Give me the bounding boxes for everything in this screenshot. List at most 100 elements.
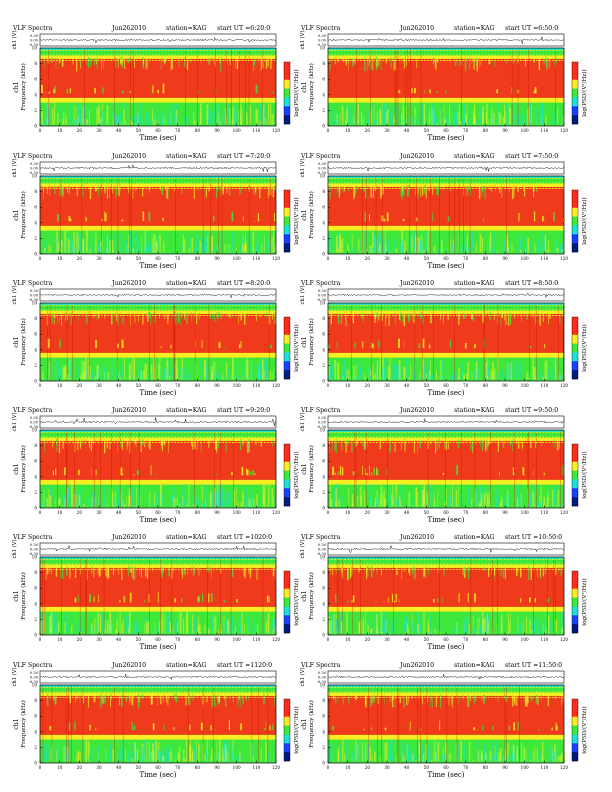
spectrogram-texture: [428, 744, 430, 762]
spectrogram-texture: [538, 243, 540, 253]
spectrogram-yellow-band: [40, 479, 276, 485]
spectrogram-texture: [154, 235, 156, 253]
spectrogram-texture: [239, 613, 241, 634]
spectrogram-streak: [480, 439, 481, 448]
spectrogram-streak: [227, 59, 228, 65]
spectrogram-streak: [115, 57, 117, 68]
spectrogram-streak: [543, 58, 545, 64]
spectrogram-texture: [135, 620, 138, 634]
spectrogram-texture: [104, 630, 106, 634]
spectrogram-yellow-band: [328, 97, 564, 103]
x-tick-label: 80: [195, 510, 201, 515]
spectrogram-texture: [487, 498, 489, 507]
spectrogram-texture: [347, 370, 350, 380]
spectrogram-spike: [386, 212, 389, 222]
panel-station: station=KAG: [166, 662, 207, 669]
x-tick-label: 60: [155, 765, 161, 770]
spectrogram-streak: [117, 57, 119, 68]
spectrogram-spike: [272, 92, 274, 94]
spectrogram-texture: [479, 484, 481, 507]
spectrogram-spike: [499, 472, 500, 476]
spectrogram-streak: [96, 314, 98, 321]
spectrogram-event-line: [506, 686, 507, 763]
spectrogram-texture: [211, 236, 213, 253]
spectrogram-texture: [445, 116, 448, 125]
spectrogram-texture: [556, 740, 558, 762]
spectrogram-texture: [520, 742, 522, 762]
spectrogram-texture: [271, 236, 273, 253]
spectrogram-event-line: [422, 304, 423, 381]
spectrogram-red-band: [328, 186, 564, 226]
spectrogram-texture: [150, 364, 153, 380]
spectrogram-texture: [376, 235, 379, 253]
spectrogram-texture: [144, 230, 146, 253]
spectrogram-streak: [117, 438, 118, 453]
x-tick-label: 50: [424, 256, 430, 261]
spectrogram-streak: [211, 568, 212, 580]
spectrogram-texture: [172, 494, 174, 507]
spectrogram-streak: [362, 313, 364, 322]
x-tick-label: 90: [214, 637, 220, 642]
spectrogram-texture: [367, 740, 369, 762]
spectrogram-texture: [240, 756, 242, 762]
spectrogram-streak: [97, 568, 99, 575]
spectrogram-spike: [136, 470, 139, 476]
spectrogram-texture: [421, 743, 423, 762]
spectrogram-texture: [274, 497, 276, 507]
spectrogram-event-line: [536, 431, 537, 508]
spectrogram-streak: [194, 568, 196, 574]
spectrogram-spike: [398, 338, 400, 349]
spectrogram-texture: [497, 626, 499, 634]
spectrogram-texture: [41, 502, 43, 507]
spectrogram-texture: [144, 248, 146, 253]
spectrogram-event-line: [248, 49, 250, 126]
spectrogram-streak: [61, 312, 63, 326]
spectrogram-streak: [494, 59, 496, 68]
x-tick-label: 120: [560, 510, 568, 515]
spectrogram-event-line: [131, 177, 132, 254]
spectrogram-texture: [363, 616, 365, 634]
spectrogram-streak: [151, 695, 153, 705]
colorbar-segment: [572, 488, 578, 498]
spectrogram-streak: [129, 695, 130, 705]
spectrogram-texture: [181, 116, 182, 125]
spectrogram-texture: [330, 619, 333, 634]
spectrogram-spike: [41, 84, 43, 94]
x-tick-label: 90: [214, 256, 220, 261]
panel-5-1: VLF Spectra Jun262010 station=KAG start UT …: [299, 662, 588, 779]
ch1-tick-label: 0.30: [30, 416, 39, 420]
spectrogram-texture: [445, 377, 447, 380]
spectrogram-streak: [538, 58, 541, 70]
x-tick-label: 70: [463, 128, 469, 133]
spectrogram-texture: [48, 243, 49, 253]
colorbar-segment: [284, 361, 290, 371]
spectrogram-texture: [453, 496, 455, 507]
spectrogram-event-line: [483, 304, 485, 381]
spectrogram-streak: [512, 59, 515, 64]
spectrogram-texture: [252, 231, 255, 253]
spectrogram-streak: [374, 186, 376, 191]
spectrogram-spike: [228, 720, 230, 731]
spectrogram-texture: [110, 370, 112, 380]
spectrogram-texture: [269, 629, 271, 634]
spectrogram-streak: [363, 187, 365, 192]
spectrogram-streak: [164, 184, 166, 191]
spectrogram-streak: [381, 184, 383, 196]
x-tick-label: 10: [57, 637, 63, 642]
y-axis-label: Frequency (kHz): [20, 572, 27, 620]
spectrogram-texture: [132, 373, 134, 380]
spectrogram-streak: [125, 696, 127, 702]
spectrogram-texture: [145, 621, 147, 634]
y-tick-label: 6: [322, 714, 325, 719]
spectrogram-texture: [365, 230, 367, 253]
spectrogram-streak: [488, 59, 490, 65]
spectrogram-streak: [537, 696, 539, 706]
ch1-tick-label: -0.30: [317, 43, 327, 47]
spectrogram-streak: [107, 568, 109, 579]
spectrogram-texture: [467, 362, 470, 380]
spectrogram-streak: [122, 694, 124, 707]
spectrogram-texture: [468, 118, 471, 125]
spectrogram-texture: [455, 621, 457, 634]
spectrogram-streak: [482, 186, 484, 193]
spectrogram-texture: [404, 241, 406, 253]
